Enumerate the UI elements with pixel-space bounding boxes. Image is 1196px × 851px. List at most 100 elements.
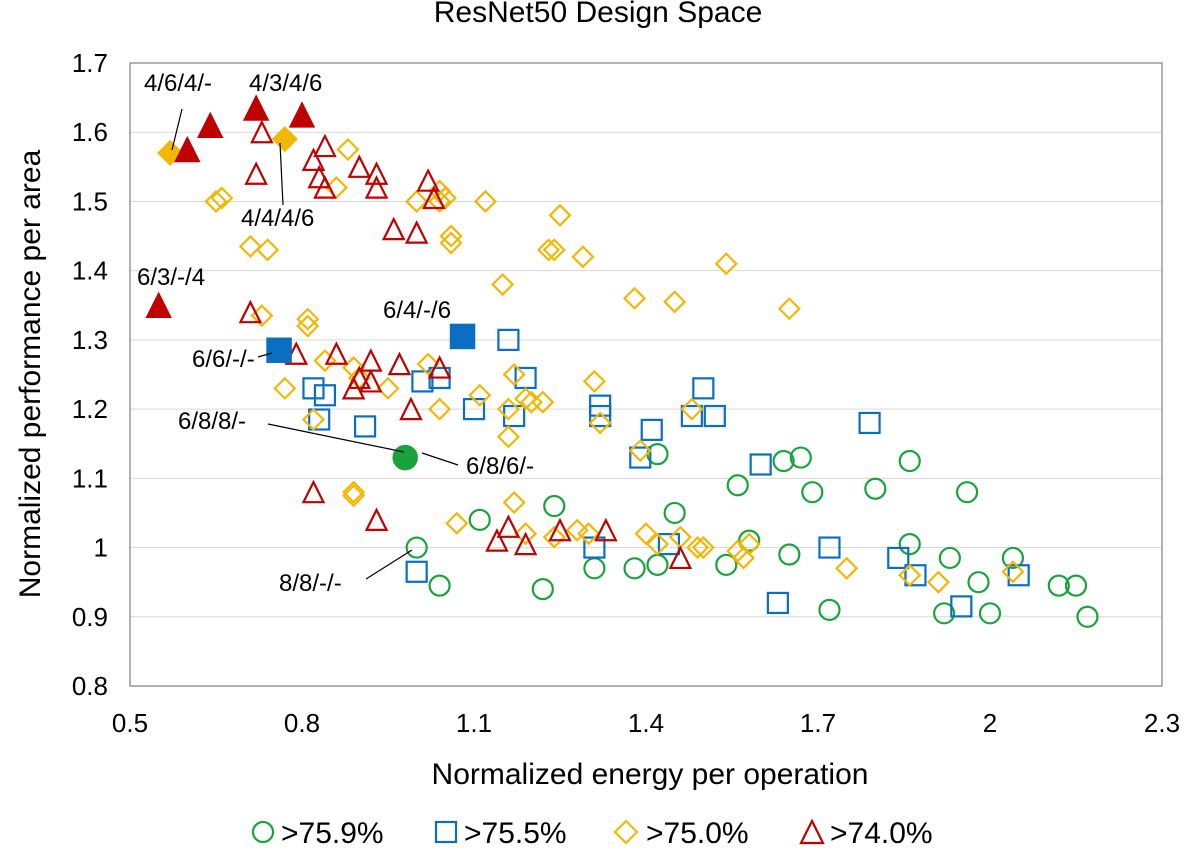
diamond-point bbox=[296, 307, 320, 331]
diamond-point bbox=[502, 491, 526, 515]
square-point bbox=[904, 564, 927, 587]
diamond-point bbox=[405, 189, 429, 213]
diamond-point bbox=[256, 238, 280, 262]
circle-point bbox=[778, 543, 801, 566]
triangle-point bbox=[238, 299, 263, 324]
plot-area-frame bbox=[129, 62, 1163, 687]
x-tick-label: 2 bbox=[983, 708, 997, 738]
triangle-point bbox=[513, 531, 538, 556]
diamond-point bbox=[416, 352, 440, 376]
triangle-point bbox=[381, 216, 406, 241]
diamond-point bbox=[582, 369, 606, 393]
legend-marker-circle bbox=[251, 820, 275, 844]
legend-marker-triangle bbox=[799, 818, 825, 845]
diamond-point bbox=[514, 387, 538, 411]
triangle-point bbox=[242, 94, 270, 121]
x-tick-label: 0.5 bbox=[112, 708, 148, 738]
circle-point bbox=[715, 553, 738, 576]
circle-point bbox=[738, 529, 761, 552]
circle-point bbox=[1064, 574, 1088, 597]
circle-point bbox=[543, 494, 566, 518]
y-tick-label: 1.3 bbox=[72, 325, 108, 355]
diamond-point bbox=[271, 126, 298, 153]
triangle-point bbox=[301, 479, 326, 504]
x-tick-label: 2.3 bbox=[1144, 708, 1180, 738]
diamond-point bbox=[519, 390, 543, 414]
triangle-point bbox=[416, 168, 440, 192]
triangle-point bbox=[668, 545, 693, 570]
triangle-point bbox=[548, 517, 572, 542]
y-tick-label: 0.9 bbox=[72, 602, 108, 632]
square-point bbox=[640, 418, 663, 441]
diamond-point bbox=[645, 532, 670, 556]
square-point bbox=[858, 411, 881, 435]
annotation-label: 6/6/-/- bbox=[192, 346, 255, 373]
diamond-point bbox=[296, 314, 320, 338]
triangle-point bbox=[364, 175, 389, 199]
circle-point bbox=[623, 557, 646, 580]
diamond-point bbox=[496, 425, 520, 449]
square-point bbox=[692, 377, 715, 400]
circle-point bbox=[818, 598, 841, 621]
square-point bbox=[313, 384, 337, 407]
diamond-point bbox=[628, 439, 652, 463]
diamond-point bbox=[898, 563, 922, 587]
square-point bbox=[1007, 564, 1030, 587]
diamond-point bbox=[210, 186, 234, 210]
square-point bbox=[405, 560, 428, 583]
square-point bbox=[266, 337, 292, 364]
y-axis-label: Normalized performance per area bbox=[14, 149, 47, 598]
diamond-point bbox=[376, 376, 400, 400]
square-point bbox=[497, 328, 520, 351]
legend-marker-diamond bbox=[613, 819, 639, 845]
circle-point bbox=[726, 474, 749, 497]
diamond-point bbox=[777, 297, 801, 321]
triangle-point bbox=[364, 161, 389, 185]
triangle-point bbox=[288, 101, 316, 128]
diamond-point bbox=[342, 480, 366, 504]
triangle-point bbox=[145, 291, 172, 319]
square-point bbox=[766, 591, 789, 615]
circle-point bbox=[938, 546, 961, 570]
x-tick-label: 1.7 bbox=[800, 708, 836, 738]
circle-point bbox=[978, 602, 1002, 625]
triangle-point bbox=[399, 396, 423, 421]
triangle-point bbox=[347, 154, 372, 178]
annotation-label: 4/3/4/6 bbox=[249, 70, 322, 97]
square-point bbox=[703, 404, 726, 428]
diamond-point bbox=[468, 383, 492, 407]
diamond-point bbox=[301, 407, 326, 432]
diamond-point bbox=[439, 231, 463, 255]
circle-point bbox=[864, 477, 887, 500]
circle-point bbox=[663, 501, 686, 525]
triangle-point bbox=[313, 175, 337, 199]
legend-label: >75.0% bbox=[646, 817, 749, 850]
circle-point bbox=[1001, 546, 1025, 570]
triangle-point bbox=[387, 351, 412, 376]
y-tick-label: 1.7 bbox=[72, 48, 108, 78]
x-axis-label: Normalized energy per operation bbox=[432, 758, 869, 791]
triangle-point bbox=[359, 368, 383, 393]
diamond-point bbox=[577, 522, 601, 546]
square-point bbox=[449, 323, 476, 350]
square-point bbox=[818, 536, 841, 559]
triangle-point bbox=[197, 111, 224, 139]
y-tick-label: 1.1 bbox=[72, 463, 108, 493]
circle-point bbox=[392, 444, 418, 471]
annotation-label: 6/8/6/- bbox=[466, 453, 534, 480]
annotation-label: 4/6/4/- bbox=[144, 70, 212, 97]
diamond-point bbox=[313, 349, 337, 373]
diamond-point bbox=[571, 245, 595, 269]
diamond-point bbox=[835, 556, 859, 580]
square-point bbox=[411, 370, 434, 393]
circle-point bbox=[468, 508, 491, 531]
diamond-point bbox=[542, 238, 566, 262]
annotation-leader bbox=[421, 452, 459, 466]
axis-ticks: 0.80.911.11.21.31.41.51.61.70.5 0.8 1.1 1.4… bbox=[72, 48, 1180, 738]
circle-point bbox=[772, 449, 795, 473]
legend-marker-square bbox=[434, 820, 458, 844]
square-point bbox=[749, 453, 772, 476]
diamond-point bbox=[433, 186, 457, 210]
circle-point bbox=[583, 557, 606, 580]
diamond-point bbox=[324, 176, 348, 200]
